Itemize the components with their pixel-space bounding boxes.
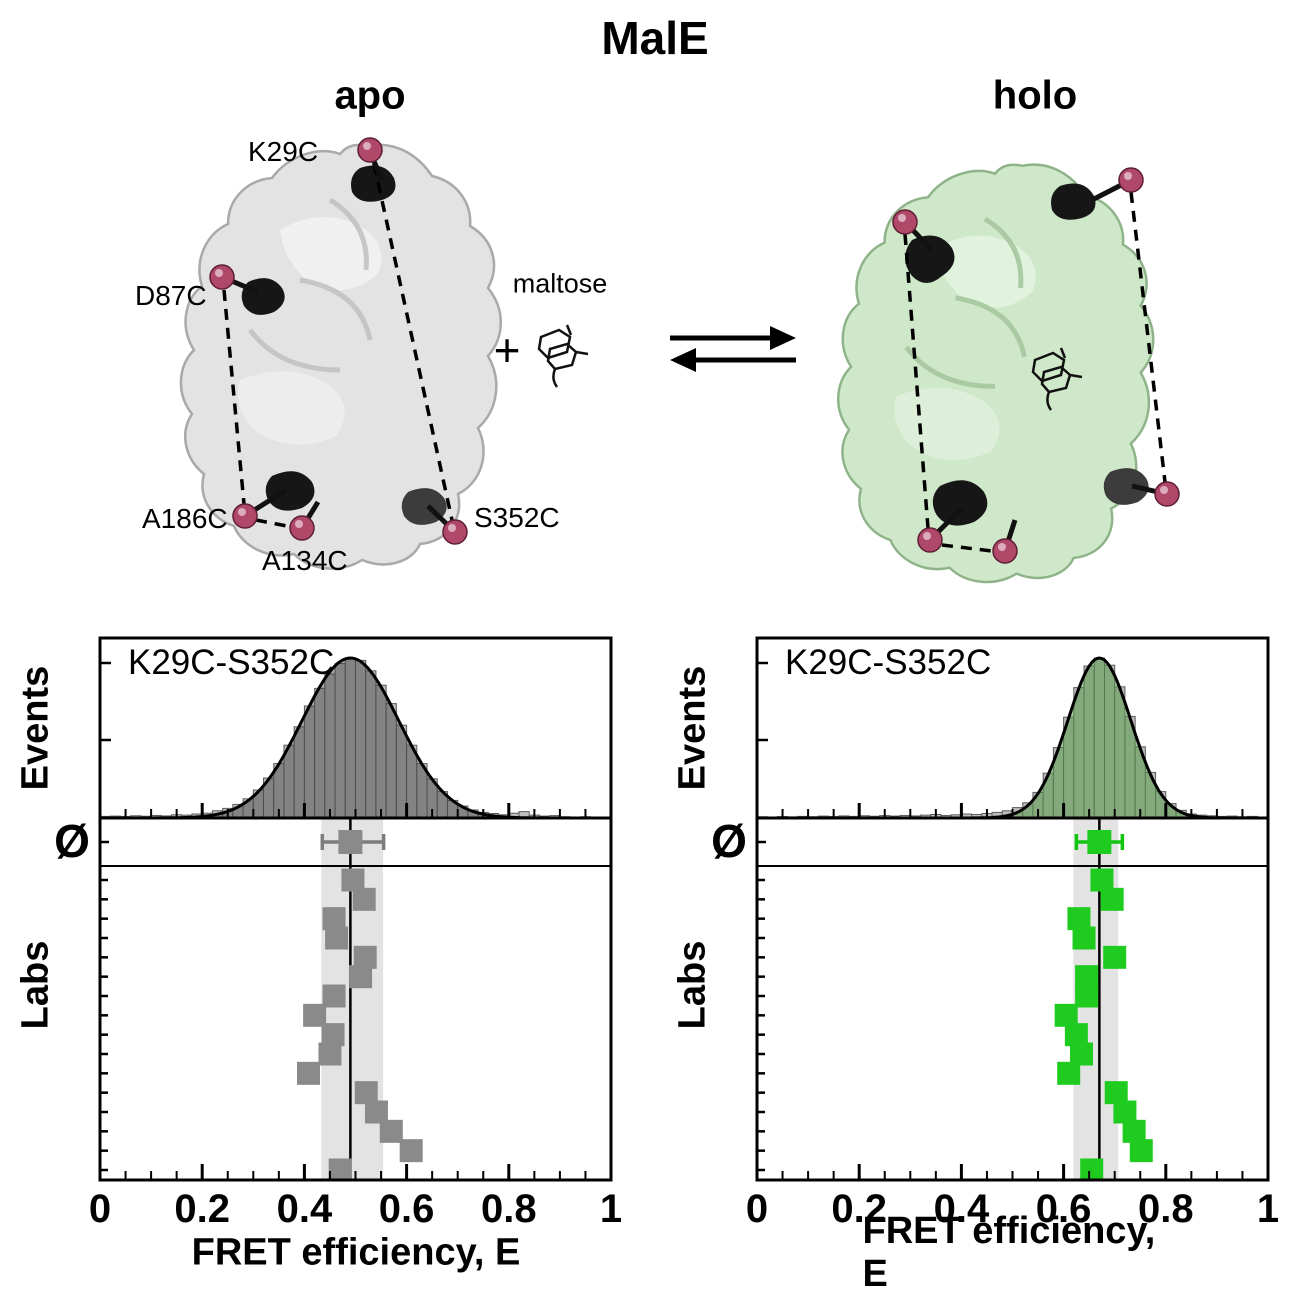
figure-title: MalE <box>601 12 709 64</box>
apo-lab-markers <box>296 868 423 1182</box>
holo-fit-area <box>757 658 1268 818</box>
apo-lab-marker <box>303 1003 327 1027</box>
residue-label-s352c: S352C <box>474 502 560 533</box>
holo-average-marker <box>1087 830 1112 854</box>
residue-label-a186c: A186C <box>142 503 228 534</box>
holo-lab-marker <box>1075 965 1099 989</box>
apo-lab-marker <box>353 945 377 969</box>
apo-lab-marker <box>364 1100 388 1124</box>
holo-x-ticks <box>755 803 1270 1180</box>
holo-lab-marker <box>1064 1023 1088 1047</box>
residue-label-d87c: D87C <box>135 280 207 311</box>
residue-label-k29c: K29C <box>248 136 319 167</box>
holo-lab-marker <box>1129 1139 1153 1163</box>
protein-structures-illustration <box>179 137 1180 584</box>
apo-lab-marker <box>296 1061 320 1085</box>
apo-x-axis-title: FRET efficiency, E <box>191 1231 521 1274</box>
apo-x-tick-label: 0.4 <box>277 1187 333 1231</box>
holo-lab-marker <box>1090 868 1114 892</box>
apo-fit-area <box>100 658 611 818</box>
apo-condition-label: apo <box>334 73 406 118</box>
apo-events-axis-label: Events <box>14 665 57 791</box>
apo-x-tick-label: 0.6 <box>379 1187 435 1231</box>
holo-structure <box>837 163 1180 584</box>
holo-x-axis-title: FRET efficiency, E <box>862 1210 1156 1295</box>
apo-lab-marker <box>379 1119 403 1143</box>
holo-x-tick-label: 0.2 <box>831 1187 887 1231</box>
apo-lab-marker <box>318 1042 342 1066</box>
holo-pair-label: K29C-S352C <box>785 643 992 682</box>
apo-x-tick-label: 1 <box>600 1187 622 1231</box>
holo-lab-marker <box>1103 945 1127 969</box>
holo-lab-marker <box>1113 1100 1137 1124</box>
apo-average-marker <box>338 830 363 854</box>
holo-lab-marker <box>1057 1061 1081 1085</box>
apo-lab-marker <box>321 1023 345 1047</box>
holo-lab-marker <box>1067 907 1091 931</box>
apo-lab-marker <box>341 868 365 892</box>
apo-lab-marker <box>349 965 373 989</box>
apo-lab-marker <box>325 926 349 950</box>
holo-lab-marker <box>1069 1042 1093 1066</box>
apo-lab-marker <box>354 1081 378 1105</box>
holo-panel-frame <box>755 636 1270 1182</box>
holo-y-ticks <box>757 661 768 1172</box>
holo-lab-markers <box>1054 868 1153 1182</box>
apo-panel: 0 0.2 0.4 0.6 0.8 1 <box>89 636 622 1231</box>
apo-x-tick-label: 0.2 <box>174 1187 230 1231</box>
holo-labs-axis-label: Labs <box>671 940 714 1030</box>
apo-x-ticks <box>98 803 613 1180</box>
apo-lab-marker <box>322 984 346 1008</box>
holo-x-tick-label: 1 <box>1257 1187 1279 1231</box>
apo-x-tick-label: 0 <box>89 1187 111 1231</box>
apo-y-ticks <box>100 661 111 1172</box>
holo-lab-marker <box>1054 1003 1078 1027</box>
apo-structure <box>179 137 503 570</box>
holo-events-axis-label: Events <box>671 665 714 791</box>
residue-label-a134c: A134C <box>262 545 348 576</box>
apo-lab-marker <box>352 887 376 911</box>
apo-pair-label: K29C-S352C <box>128 643 335 682</box>
holo-x-tick-label: 0.4 <box>934 1187 990 1231</box>
ligand-label: maltose <box>512 268 608 299</box>
holo-average-symbol: Ø <box>711 815 747 867</box>
apo-average-symbol: Ø <box>54 815 90 867</box>
holo-lab-marker <box>1104 1081 1128 1105</box>
holo-lab-marker <box>1080 1158 1104 1182</box>
apo-lab-marker <box>322 907 346 931</box>
apo-lab-marker <box>399 1139 423 1163</box>
equilibrium-arrows-icon <box>670 326 796 372</box>
holo-panel: 0 0.2 0.4 0.6 0.8 1 <box>746 636 1279 1231</box>
holo-x-tick-label: 0.6 <box>1036 1187 1092 1231</box>
holo-condition-label: holo <box>992 73 1078 118</box>
plus-sign: + <box>493 324 521 376</box>
apo-lab-marker <box>328 1158 352 1182</box>
apo-x-tick-labels: 0 0.2 0.4 0.6 0.8 1 <box>89 1187 622 1231</box>
apo-x-tick-label: 0.8 <box>481 1187 537 1231</box>
apo-labs-axis-label: Labs <box>14 940 57 1030</box>
holo-x-tick-labels: 0 0.2 0.4 0.6 0.8 1 <box>746 1187 1279 1231</box>
holo-x-tick-label: 0.8 <box>1138 1187 1194 1231</box>
holo-lab-marker <box>1072 926 1096 950</box>
holo-lab-marker <box>1100 887 1124 911</box>
holo-lab-marker <box>1075 984 1099 1008</box>
holo-lab-marker <box>1122 1119 1146 1143</box>
holo-x-tick-label: 0 <box>746 1187 768 1231</box>
